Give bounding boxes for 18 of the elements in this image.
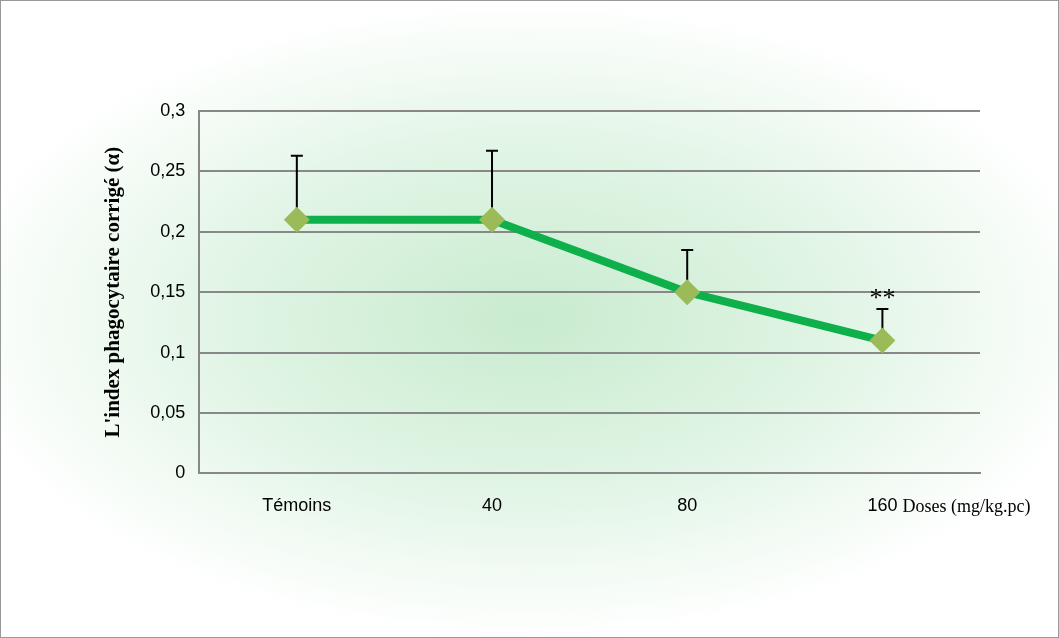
y-tick-label: 0 [175,462,186,483]
x-tick-label: 80 [677,495,698,516]
annotation: ** [869,283,896,313]
y-tick-label: 0,2 [160,220,186,241]
y-axis-title: L'index phagocytaire corrigé (α) [100,146,125,438]
x-axis-title: Doses (mg/kg.pc) [902,496,1031,518]
y-tick-label: 0,25 [150,160,186,181]
point [869,327,896,354]
x-tick-label: Témoins [262,495,332,516]
y-tick-label: 0,3 [160,99,186,120]
y-tick-label: 0,05 [150,401,186,422]
y-tick-label: 0,15 [150,281,186,302]
y-tick-label: 0,1 [160,341,186,362]
point [283,206,310,233]
point [479,206,506,233]
x-tick-label: 40 [482,495,503,516]
point [674,279,701,306]
x-tick-label: 160 [867,495,898,516]
